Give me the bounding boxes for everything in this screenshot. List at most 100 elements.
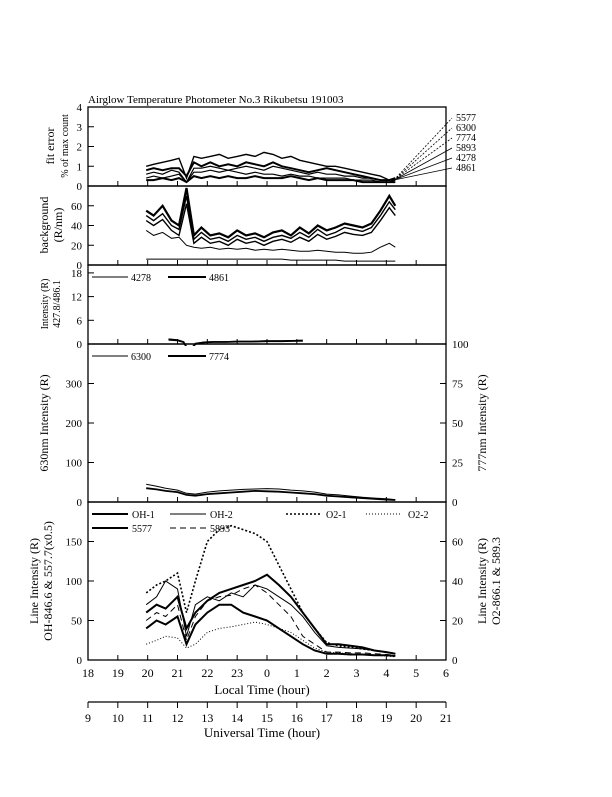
background-panel-frame [87,185,447,266]
intensity_630_777-ytick-label: 300 [66,379,83,391]
intensity_427_486-series-4861 [168,338,303,346]
universal-time-tick-label: 21 [440,711,452,725]
background-series-1 [145,195,396,243]
legend-label-4861: 4861 [209,273,229,284]
local-time-tick-label: 1 [294,666,300,680]
legend-label-5893: 5893 [210,524,230,535]
line_intensity-ytick-right-label: 0 [452,655,458,667]
universal-time-tick-label: 13 [201,711,213,725]
intensity_630_777-ytick-right-label: 50 [452,418,464,430]
background-ytick-label: 60 [71,201,83,213]
universal-time-axis-label: Universal Time (hour) [204,725,320,740]
fit-error-legend-label: 4278 [456,153,476,164]
intensity_630_777-series-7774 [146,487,396,501]
universal-time-tick-label: 9 [85,711,91,725]
line_intensity-ytick-label: 100 [66,576,83,588]
fit-error-legend-label: 6300 [456,123,476,134]
line_intensity-ytick-label: 0 [77,655,83,667]
background-ytick-label: 20 [71,240,83,252]
line_intensity-ytick-right-label: 60 [452,537,464,549]
fit-error-legend-label: 5893 [456,143,476,154]
fit_error-ytick-label: 0 [77,181,83,193]
fit-error-legend-leader [393,167,453,181]
legend-label-o2-2: O2-2 [408,510,429,521]
legend-label-oh-1: OH-1 [132,510,155,521]
line_intensity-series-oh-1 [145,573,396,655]
legend-label-6300: 6300 [131,352,151,363]
background-series-3 [145,229,396,254]
fit-error-legend-leader [393,117,453,181]
fit-error-legend-leader [393,137,453,181]
fit-error-legend-leader [393,147,453,181]
universal-time-tick-label: 14 [231,711,243,725]
background-ylabel-1: background [37,197,51,254]
fit-error-legend-label: 5577 [456,113,476,124]
fit_error-series-4 [146,151,396,181]
local-time-tick-label: 2 [324,666,330,680]
intensity_427_486-ytick-label: 12 [71,292,82,304]
legend-label-5577: 5577 [132,524,152,535]
line_intensity-series-5893 [145,584,396,656]
local-time-tick-label: 0 [264,666,270,680]
fit_error-ytick-label: 3 [77,122,83,134]
intensity_427_486-ytick-label: 18 [71,268,83,280]
fit_error-ytick-label: 2 [77,142,83,154]
universal-time-tick-label: 16 [291,711,303,725]
intensity-630-panel-frame [87,343,447,503]
local-time-tick-label: 23 [231,666,243,680]
fit_error-ytick-label: 4 [77,102,83,114]
line-intensity-ylabel-2: OH-846.6 & 557.7(x0.5) [41,521,55,641]
line-intensity-ylabel-1: Line Intensity (R) [27,538,41,624]
fit-error-legend-label: 7774 [456,133,476,144]
fit-error-legend-leader [393,157,453,181]
intensity_427_486-ytick-label: 0 [77,339,83,351]
local-time-tick-label: 4 [383,666,389,680]
chart-marks-layer: 0123402040600612180100200300025507510005… [66,102,477,725]
intensity_630_777-ytick-label: 0 [77,497,83,509]
intensity_630_777-ytick-right-label: 0 [452,497,458,509]
background-series-2 [145,203,396,247]
background-series-4 [146,258,396,262]
background-ytick-label: 0 [77,260,83,272]
intensity_630_777-ytick-label: 200 [66,418,83,430]
fit-error-ylabel-2: % of max count [60,114,71,178]
intensity_630_777-ytick-right-label: 100 [452,339,469,351]
intensity_630_777-series-6300 [146,483,396,501]
universal-time-tick-label: 11 [142,711,154,725]
fit-error-ylabel-1: fit error [43,128,57,165]
line_intensity-ytick-label: 150 [66,537,83,549]
line_intensity-series-5577 [145,603,396,657]
universal-time-tick-label: 19 [380,711,392,725]
line_intensity-ytick-label: 50 [71,616,83,628]
intensity-777-ylabel-right: 777nm Intensity (R) [475,374,489,471]
fit_error-series-3 [146,175,396,184]
legend-label-7774: 7774 [209,352,229,363]
line_intensity-series-o2-1 [145,524,396,655]
local-time-tick-label: 22 [201,666,213,680]
fit-error-legend-leader [393,127,453,181]
universal-time-tick-label: 20 [410,711,422,725]
local-time-tick-label: 18 [82,666,94,680]
intensity_630_777-ytick-right-label: 75 [452,379,464,391]
universal-time-tick-label: 10 [112,711,124,725]
local-time-tick-label: 5 [413,666,419,680]
line-intensity-ylabel-right-1: Line Intensity (R) [475,538,489,624]
local-time-tick-label: 3 [354,666,360,680]
fit-error-legend-label: 4861 [456,163,476,174]
intensity-427-ylabel-2: 427.8/486.1 [52,280,63,328]
fit_error-ytick-label: 1 [77,161,83,173]
intensity_427_486-ytick-label: 6 [77,315,83,327]
intensity_630_777-ytick-label: 100 [66,458,83,470]
line-intensity-ylabel-right-2: O2-866.1 & 589.3 [489,537,503,625]
universal-time-tick-label: 17 [321,711,333,725]
intensity-630-ylabel: 630nm Intensity (R) [37,374,51,471]
universal-time-tick-label: 15 [261,711,273,725]
local-time-axis-label: Local Time (hour) [214,682,309,697]
local-time-tick-label: 6 [443,666,449,680]
local-time-tick-label: 21 [172,666,184,680]
intensity-427-ylabel-1: Intensity (R) [40,279,51,330]
background-series-0 [145,187,397,239]
line_intensity-ytick-right-label: 20 [452,616,464,628]
